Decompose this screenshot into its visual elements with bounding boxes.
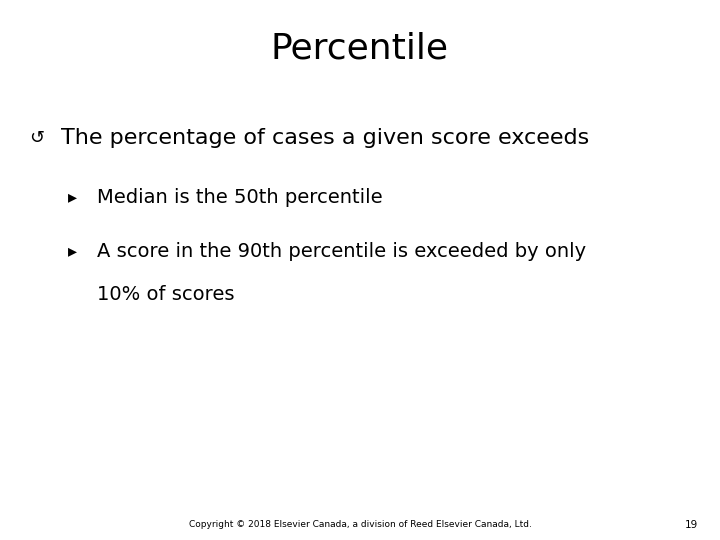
Text: ▸: ▸ bbox=[68, 188, 78, 206]
Text: Percentile: Percentile bbox=[271, 32, 449, 65]
Text: ▸: ▸ bbox=[68, 242, 78, 260]
Text: 10% of scores: 10% of scores bbox=[97, 285, 235, 304]
Text: Median is the 50th percentile: Median is the 50th percentile bbox=[97, 187, 383, 207]
Text: 19: 19 bbox=[685, 520, 698, 530]
Text: ↺: ↺ bbox=[29, 129, 44, 147]
Text: The percentage of cases a given score exceeds: The percentage of cases a given score ex… bbox=[61, 127, 590, 148]
Text: A score in the 90th percentile is exceeded by only: A score in the 90th percentile is exceed… bbox=[97, 241, 586, 261]
Text: Copyright © 2018 Elsevier Canada, a division of Reed Elsevier Canada, Ltd.: Copyright © 2018 Elsevier Canada, a divi… bbox=[189, 521, 531, 529]
